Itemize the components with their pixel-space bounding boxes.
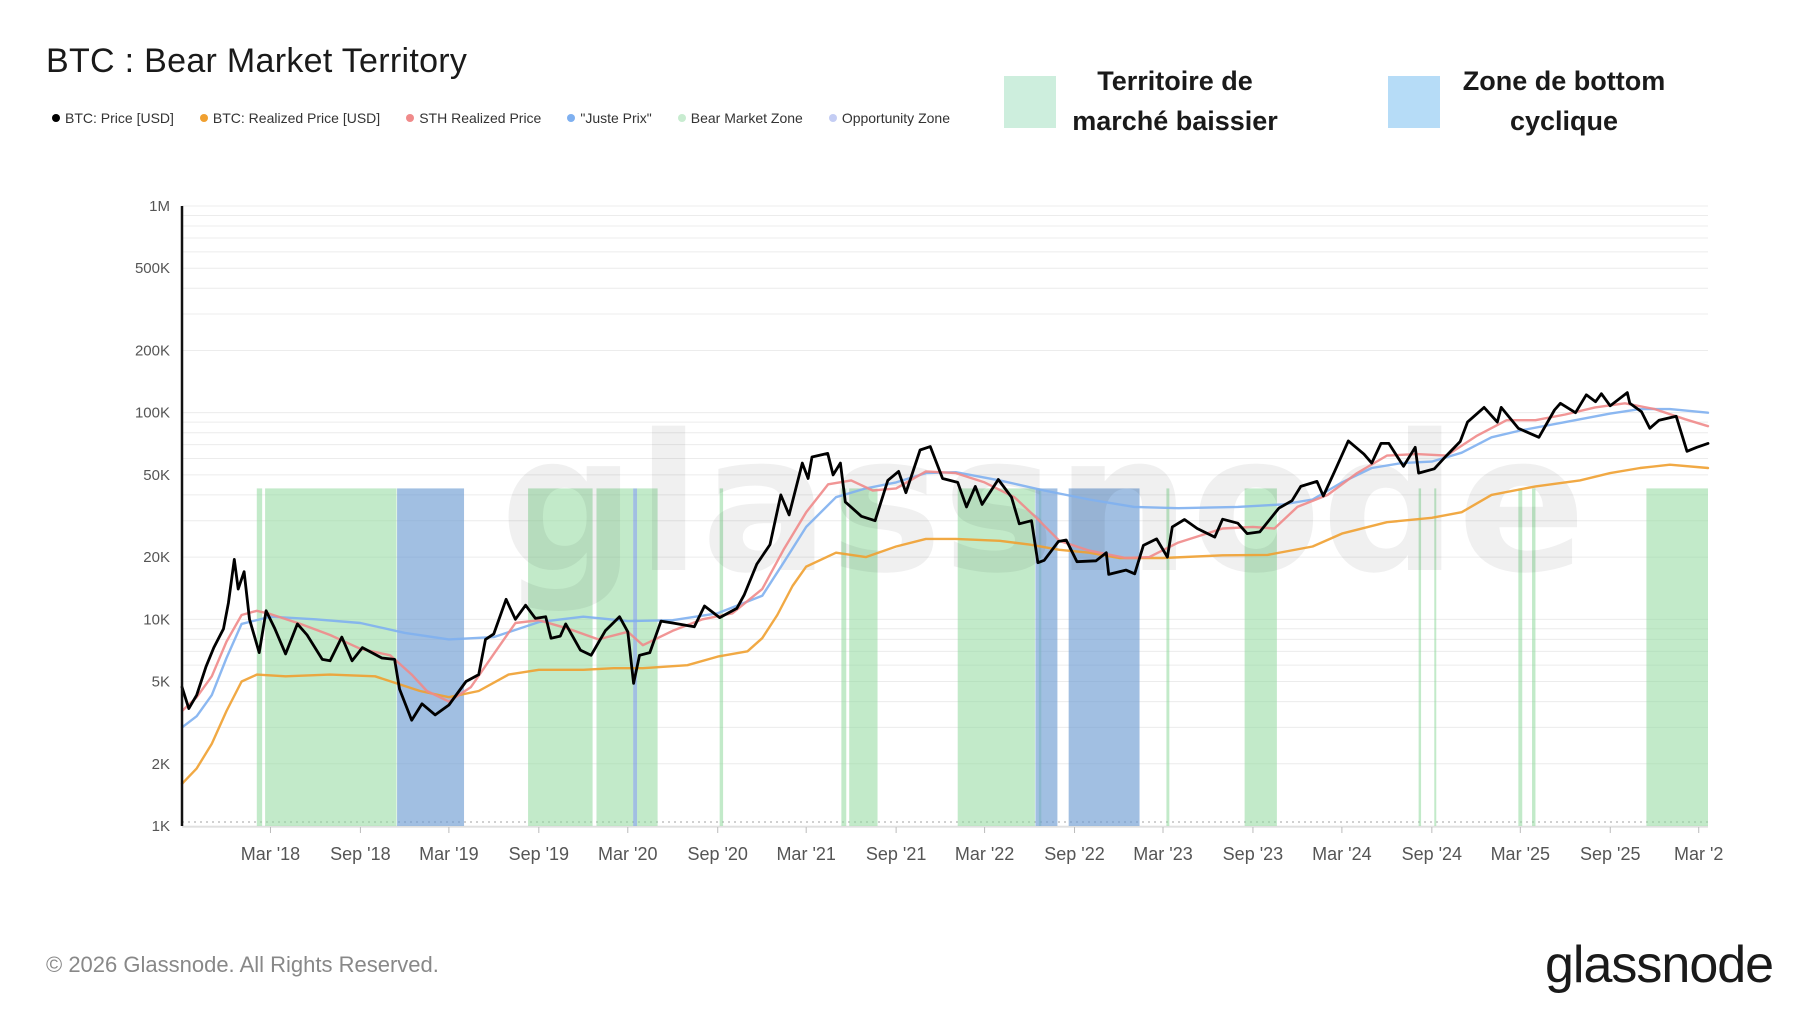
glassnode-logo: glassnode: [1545, 936, 1774, 994]
series-lines: [180, 391, 1710, 785]
opportunity-zone-band: [633, 488, 638, 826]
y-tick-label: 10K: [143, 611, 170, 628]
x-tick-label: Sep '19: [509, 844, 570, 864]
price-chart: glassnode 1K2K5K10K20K50K100K200K500K1M …: [135, 198, 1723, 864]
bear-zone-band: [719, 488, 724, 826]
legend-label: STH Realized Price: [419, 110, 542, 126]
bear-zone-band: [1166, 488, 1170, 826]
legend-dot-icon: [52, 114, 60, 122]
watermark-text: glassnode: [500, 394, 1586, 615]
axes: [180, 206, 1708, 828]
bear-zone-band: [1418, 488, 1422, 826]
x-tick-label: Mar '25: [1491, 844, 1550, 864]
bear-zone-label: Territoire de marché baissier: [1060, 61, 1290, 141]
opportunity-zone-band: [1035, 488, 1058, 826]
bear-zone-label-line1: Territoire de: [1097, 66, 1253, 96]
x-tick-label: Sep '18: [330, 844, 391, 864]
series-line-sth-realized-price: [180, 402, 1710, 713]
legend-dot-icon: [567, 114, 576, 122]
bear-zone-band: [528, 488, 593, 826]
bear-zone-band: [1646, 488, 1708, 826]
x-tick-label: Mar '20: [598, 844, 657, 864]
bottom-zone-label-line1: Zone de bottom: [1462, 66, 1666, 96]
legend-item[interactable]: BTC: Realized Price [USD]: [199, 110, 381, 126]
x-tick-label: Sep '23: [1223, 844, 1284, 864]
bear-zone-band: [637, 488, 658, 826]
bottom-zone-swatch: [1388, 76, 1440, 128]
legend-dot-icon: [406, 114, 415, 122]
zone-bands: [256, 488, 1708, 826]
legend-item[interactable]: Opportunity Zone: [828, 110, 950, 126]
bear-zone-band: [256, 488, 263, 826]
bear-zone-band: [841, 488, 847, 826]
opportunity-zone-band: [1068, 488, 1140, 826]
y-axis-ticks: 1K 2K 5K 10K 20K 50K 100K 200K 500K 1M: [135, 198, 170, 835]
bottom-zone-label-line2: cyclique: [1509, 106, 1619, 136]
legend: BTC: Price [USD] BTC: Realized Price [USD…: [52, 110, 976, 126]
y-tick-label: 200K: [135, 342, 170, 359]
y-tick-label: 2K: [152, 756, 170, 773]
x-tick-label: Mar '22: [955, 844, 1014, 864]
bear-zone-band: [849, 488, 878, 826]
legend-dot-icon: [677, 114, 686, 122]
series-line-realized-price: [180, 463, 1710, 785]
bear-zone-band: [1244, 488, 1277, 826]
legend-label: Bear Market Zone: [690, 110, 803, 126]
y-tick-label: 1K: [152, 818, 170, 835]
y-tick-label: 1M: [149, 198, 170, 215]
legend-label: "Juste Prix": [580, 110, 652, 126]
y-tick-label: 5K: [152, 674, 170, 691]
legend-label: BTC: Price [USD]: [65, 110, 174, 126]
x-tick-label: Sep '22: [1044, 844, 1105, 864]
bear-zone-label-line2: marché baissier: [1072, 106, 1278, 136]
y-tick-label: 100K: [135, 405, 170, 422]
y-tick-label: 50K: [143, 467, 170, 484]
x-tick-label: Mar '18: [241, 844, 300, 864]
bear-zone-swatch: [1004, 76, 1056, 128]
bear-zone-band: [1434, 488, 1437, 826]
bear-zone-band: [596, 488, 634, 826]
legend-item[interactable]: BTC: Price [USD]: [52, 110, 174, 126]
x-tick-label: Sep '24: [1402, 844, 1463, 864]
bottom-zone-label: Zone de bottom cyclique: [1444, 61, 1684, 141]
x-tick-label: Mar '21: [776, 844, 835, 864]
legend-dot-icon: [828, 114, 837, 122]
x-axis-ticks: Mar '18 Sep '18 Mar '19 Sep '19 Mar '20 Sep '…: [241, 827, 1723, 864]
y-tick-label: 20K: [143, 549, 170, 566]
chart-title: BTC : Bear Market Territory: [46, 42, 468, 80]
legend-item[interactable]: STH Realized Price: [406, 110, 541, 126]
legend-label: Opportunity Zone: [841, 110, 950, 126]
y-tick-label: 500K: [135, 260, 170, 277]
x-tick-label: Sep '21: [866, 844, 927, 864]
legend-dot-icon: [199, 114, 208, 122]
legend-item[interactable]: "Juste Prix": [567, 110, 652, 126]
opportunity-zone-band: [397, 488, 465, 826]
x-tick-label: Sep '20: [687, 844, 748, 864]
legend-label: BTC: Realized Price [USD]: [212, 110, 381, 126]
bear-zone-band: [1532, 488, 1536, 826]
grid-lines: [182, 205, 1708, 827]
legend-item[interactable]: Bear Market Zone: [677, 110, 803, 126]
x-tick-label: Mar '19: [419, 844, 478, 864]
x-tick-label: Mar '24: [1312, 844, 1371, 864]
bear-zone-band: [1518, 488, 1523, 826]
copyright-footer: © 2026 Glassnode. All Rights Reserved.: [46, 952, 439, 977]
x-tick-label: Mar '23: [1133, 844, 1192, 864]
series-line-btc-price: [180, 391, 1710, 722]
x-tick-label: Mar '2: [1674, 844, 1723, 864]
x-tick-label: Sep '25: [1580, 844, 1641, 864]
